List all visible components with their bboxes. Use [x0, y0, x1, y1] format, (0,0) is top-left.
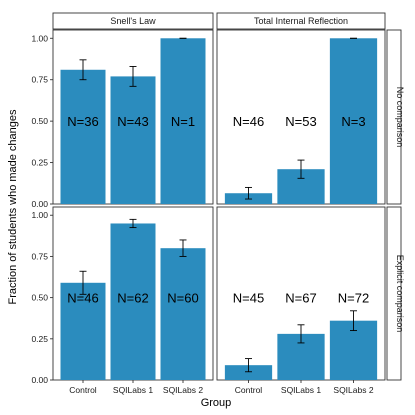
strips-layer: Snell's Law Total Internal Reflection No c… — [52, 12, 405, 381]
row-strip-label-1: Explicit comparison — [395, 255, 405, 333]
x-tick-label: SQILabs 1 — [113, 385, 153, 395]
x-tick-label: Control — [235, 385, 263, 395]
panels-layer: N=36 N=43 N=1 N=46 N=53 N=3N=46 N=62 N=60 N=45 N=… — [52, 29, 386, 381]
y-tick-label: 0.75 — [31, 75, 48, 85]
y-tick-label: 0.00 — [31, 199, 48, 209]
y-axis-title: Fraction of students who made changes — [7, 109, 19, 305]
panel-2: N=46 N=62 N=60 — [52, 206, 214, 381]
x-axis-title: Group — [201, 397, 232, 409]
x-tick-label: SQILabs 1 — [281, 385, 321, 395]
y-tick-label: 1.00 — [31, 210, 48, 220]
x-tick-label: Control — [69, 385, 97, 395]
panel-1: N=46 N=53 N=3 — [216, 29, 386, 205]
column-strip-0 — [52, 12, 214, 30]
y-tick-label: 0.00 — [31, 375, 48, 385]
row-strip-1 — [386, 206, 402, 381]
sample-size-label: N=67 — [285, 291, 316, 306]
bar — [160, 248, 206, 380]
y-tick-label: 0.25 — [31, 158, 48, 168]
x-tick-label: SQILabs 2 — [163, 385, 203, 395]
column-strip-label-1: Total Internal Reflection — [254, 16, 348, 26]
y-tick-label: 0.75 — [31, 251, 48, 261]
bar — [160, 38, 206, 205]
panel-3: N=45 N=67 N=72 — [216, 206, 386, 381]
sample-size-label: N=36 — [67, 114, 98, 129]
column-strip-1 — [216, 12, 386, 30]
row-strip-label-0: No comparison — [395, 87, 405, 148]
bar — [60, 282, 106, 380]
sample-size-label: N=72 — [338, 291, 369, 306]
bar — [329, 38, 378, 205]
bar — [224, 365, 273, 380]
sample-size-label: N=60 — [167, 291, 198, 306]
sample-size-label: N=3 — [341, 114, 365, 129]
sample-size-label: N=46 — [233, 114, 264, 129]
panel-0: N=36 N=43 N=1 — [52, 29, 214, 205]
sample-size-label: N=43 — [117, 114, 148, 129]
sample-size-label: N=1 — [171, 114, 195, 129]
row-strip-0 — [386, 29, 402, 205]
sample-size-label: N=53 — [285, 114, 316, 129]
y-tick-label: 0.25 — [31, 334, 48, 344]
x-tick-label: SQILabs 2 — [333, 385, 373, 395]
bar — [110, 76, 156, 204]
axes-layer: 0.000.250.500.751.000.000.250.500.751.00… — [31, 33, 373, 395]
y-tick-label: 1.00 — [31, 33, 48, 43]
y-tick-label: 0.50 — [31, 116, 48, 126]
bar — [60, 69, 106, 205]
sample-size-label: N=62 — [117, 291, 148, 306]
y-tick-label: 0.50 — [31, 293, 48, 303]
bar — [110, 223, 156, 380]
sample-size-label: N=45 — [233, 291, 264, 306]
sample-size-label: N=46 — [67, 291, 98, 306]
column-strip-label-0: Snell's Law — [110, 16, 156, 26]
